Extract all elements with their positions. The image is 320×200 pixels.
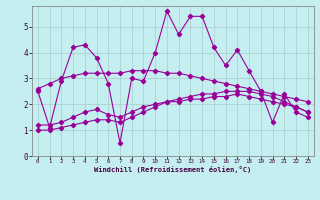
X-axis label: Windchill (Refroidissement éolien,°C): Windchill (Refroidissement éolien,°C) (94, 166, 252, 173)
